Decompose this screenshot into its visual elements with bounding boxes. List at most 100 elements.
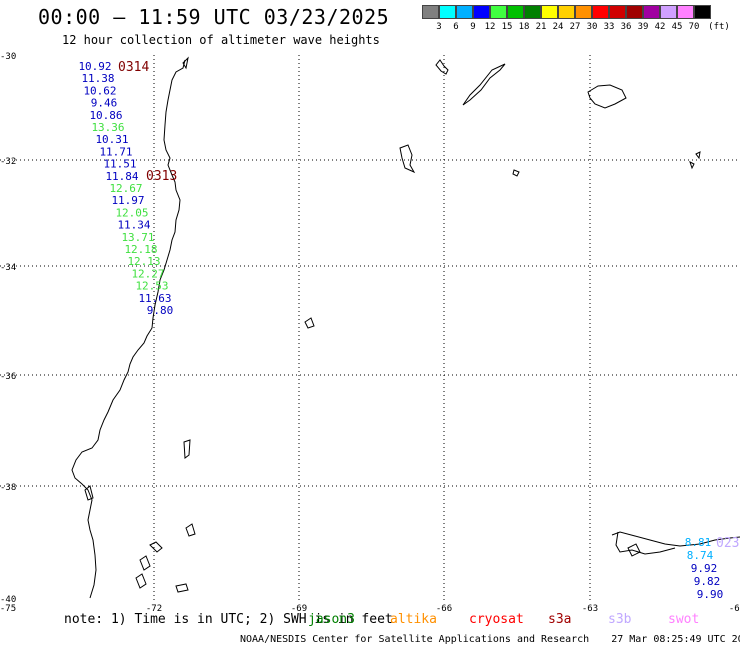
timestamp-text: 27 Mar 08:25:49 UTC 2025 [611,634,740,645]
lat-label: -30 [0,52,16,62]
lat-label: -32 [0,157,16,167]
colorbar-swatch [626,5,643,19]
colorbar-swatch [643,5,660,19]
wave-height-value: 9.82 [694,575,721,588]
wave-height-value: 11.84 [105,170,138,183]
wave-height-labels: 10.9211.3810.629.4610.8613.3610.3111.711… [78,60,739,601]
lat-label: -34 [0,263,16,273]
colorbar-swatch [694,5,711,19]
wave-height-value: 13.36 [91,121,124,134]
colorbar-swatch [677,5,694,19]
colorbar-swatch [660,5,677,19]
colorbar-label: 33 [603,22,615,32]
lat-label: -36 [0,372,16,382]
satellite-swot: swot [668,612,700,627]
coastline [71,56,740,599]
wave-height-value: 9.90 [697,588,724,601]
islet [304,317,315,329]
colorbar-label: 18 [518,22,530,32]
colorbar-label: 21 [535,22,547,32]
colorbar-label: 9 [470,22,476,32]
map-subtitle: 12 hour collection of altimeter wave hei… [62,33,380,47]
colorbar-swatch [490,5,507,19]
colorbar-label: 24 [552,22,564,32]
satellite-cryosat: cryosat [469,612,524,627]
islet [84,485,94,501]
wave-height-value: 11.34 [117,219,150,232]
lat-label: -40 [0,595,16,605]
island-shape [587,84,627,109]
wave-height-value: 13.71 [121,231,154,244]
colorbar-swatch [473,5,490,19]
wave-height-value: 9.46 [91,97,118,110]
note-text: note: 1) Time is in UTC; 2) SWH is in fe… [64,612,393,627]
islet [689,161,695,170]
colorbar-swatch [456,5,473,19]
islet [512,169,520,177]
grid-lines [0,55,740,600]
southeast-coast-inner [615,531,676,555]
wave-height-value: 9.80 [147,304,174,317]
pass-label: 0313 [146,169,177,184]
lon-label: -69 [291,604,307,612]
altimeter-map: -30 -32 -34 -36 -38 -40-75 -72 -69 -66 -63 -60 10.… [0,52,740,612]
wave-height-value: 11.63 [138,292,171,305]
colorbar-label: 27 [569,22,581,32]
wave-height-value: 8.81 [685,536,712,549]
islet [627,543,641,557]
colorbar-label: 3 [436,22,442,32]
colorbar-swatch [439,5,456,19]
wave-height-value: 12.27 [131,267,164,280]
islet [149,541,163,553]
satellite-s3b: s3b [608,612,632,627]
colorbar-label: 39 [637,22,649,32]
wave-height-value: 12.18 [124,243,157,256]
map-title: 00:00 – 11:59 UTC 03/23/2025 [38,5,390,29]
wave-height-value: 8.74 [687,549,714,562]
coast-segment [462,63,506,106]
wave-height-value: 9.92 [691,562,718,575]
wave-height-value: 11.97 [111,194,144,207]
lon-label: -60 [729,604,740,612]
island-coastline [182,56,189,70]
lat-label: -38 [0,483,16,493]
wave-height-value: 12.53 [135,280,168,293]
footer: NOAA/NESDIS Center for Satellite Applica… [240,634,740,645]
colorbar-label: 15 [501,22,513,32]
lon-label: -63 [582,604,598,612]
colorbar-label: 36 [620,22,632,32]
lon-label: -75 [0,604,16,612]
satellite-altika: altika [390,612,437,627]
colorbar-swatch [592,5,609,19]
pass-label: 023 [716,536,739,551]
pass-label: 0314 [118,60,149,75]
colorbar-label: 6 [453,22,459,32]
islet [183,439,191,459]
colorbar-swatch [575,5,592,19]
colorbar-label: 45 [671,22,683,32]
islet [135,573,147,589]
wave-height-value: 12.67 [109,182,142,195]
satellite-s3a: s3a [548,612,572,627]
lon-label: -72 [146,604,162,612]
colorbar-swatch [541,5,558,19]
colorbar-label: 30 [586,22,598,32]
islet [175,583,189,593]
colorbar-label: 70 [688,22,700,32]
wave-height-value: 11.71 [99,145,132,158]
colorbar-swatch [422,5,439,19]
satellite-jason3: jason3 [308,612,355,627]
colorbar-swatch [507,5,524,19]
island-shape-2 [399,144,416,174]
southeast-coast [611,531,740,547]
islet [695,151,701,160]
colorbar-swatch [524,5,541,19]
colorbar-swatch [558,5,575,19]
credit-text: NOAA/NESDIS Center for Satellite Applica… [240,634,590,645]
colorbar-label: 12 [484,22,496,32]
colorbar-label: 42 [654,22,666,32]
falkland-style-coast [435,59,449,75]
axis-labels: -30 -32 -34 -36 -38 -40-75 -72 -69 -66 -63 -60 [0,52,740,612]
colorbar-swatch [609,5,626,19]
wave-height-value: 11.51 [103,158,136,171]
